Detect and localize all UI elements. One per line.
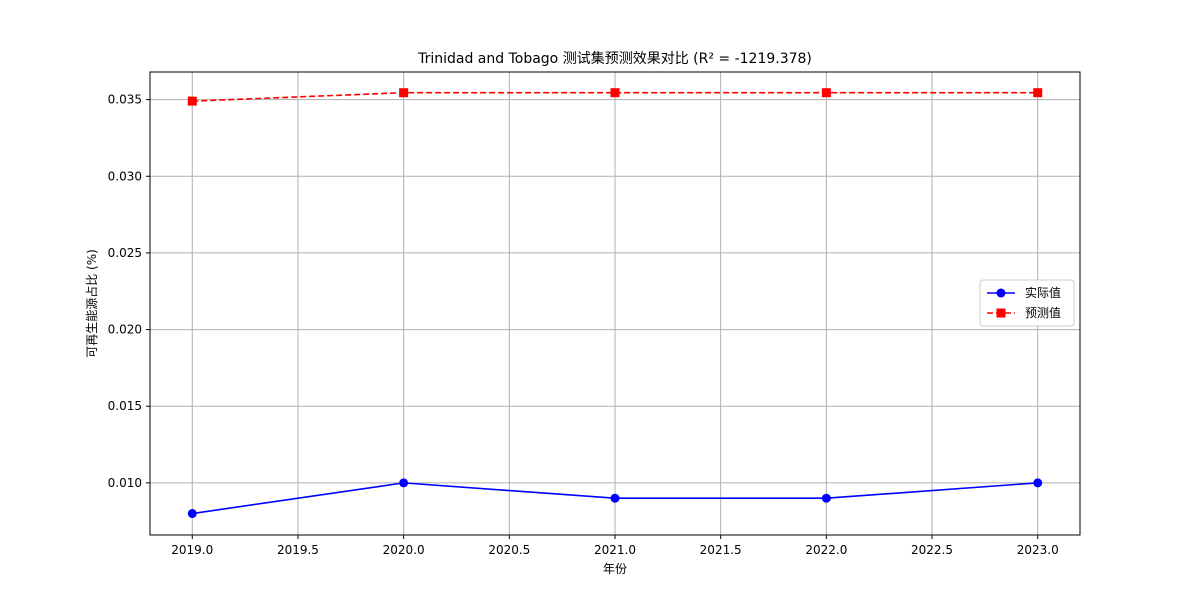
legend-marker <box>996 308 1006 318</box>
legend-label: 预测值 <box>1025 305 1061 320</box>
y-tick-label: 0.015 <box>108 399 142 413</box>
data-point <box>187 96 197 106</box>
legend-marker <box>996 288 1006 298</box>
grid <box>150 72 1080 535</box>
data-point <box>1033 88 1043 98</box>
y-tick-label: 0.020 <box>108 323 142 337</box>
x-tick-label: 2020.0 <box>383 543 425 557</box>
data-point <box>821 493 831 503</box>
data-point <box>821 88 831 98</box>
y-axis-label: 可再生能源占比 (%) <box>84 249 99 358</box>
legend-label: 实际值 <box>1025 285 1061 300</box>
series-layer <box>187 88 1043 519</box>
y-tick-label: 0.035 <box>108 93 142 107</box>
x-tick-label: 2020.5 <box>488 543 530 557</box>
x-tick-label: 2022.0 <box>805 543 847 557</box>
y-tick-label: 0.025 <box>108 246 142 260</box>
data-point <box>399 88 409 98</box>
data-point <box>399 478 409 488</box>
data-point <box>610 493 620 503</box>
data-point <box>610 88 620 98</box>
x-axis: 2019.0 2019.5 2020.0 2020.5 2021.0 2021.5 2022… <box>171 535 1059 557</box>
series-line-2 <box>192 91 1038 102</box>
x-axis-label: 年份 <box>603 562 627 576</box>
x-tick-label: 2022.5 <box>911 543 953 557</box>
y-axis: 0.010 0.015 0.020 0.025 0.030 0.035 <box>108 93 150 490</box>
y-tick-label: 0.010 <box>108 476 142 490</box>
data-point <box>187 509 197 519</box>
x-tick-label: 2023.0 <box>1017 543 1059 557</box>
x-tick-label: 2021.0 <box>594 543 636 557</box>
chart-title: Trinidad and Tobago 测试集预测效果对比 (R² = -121… <box>417 50 812 67</box>
y-tick-label: 0.030 <box>108 169 142 183</box>
data-point <box>1033 478 1043 488</box>
x-tick-label: 2021.5 <box>700 543 742 557</box>
x-tick-label: 2019.5 <box>277 543 319 557</box>
x-tick-label: 2019.0 <box>171 543 213 557</box>
